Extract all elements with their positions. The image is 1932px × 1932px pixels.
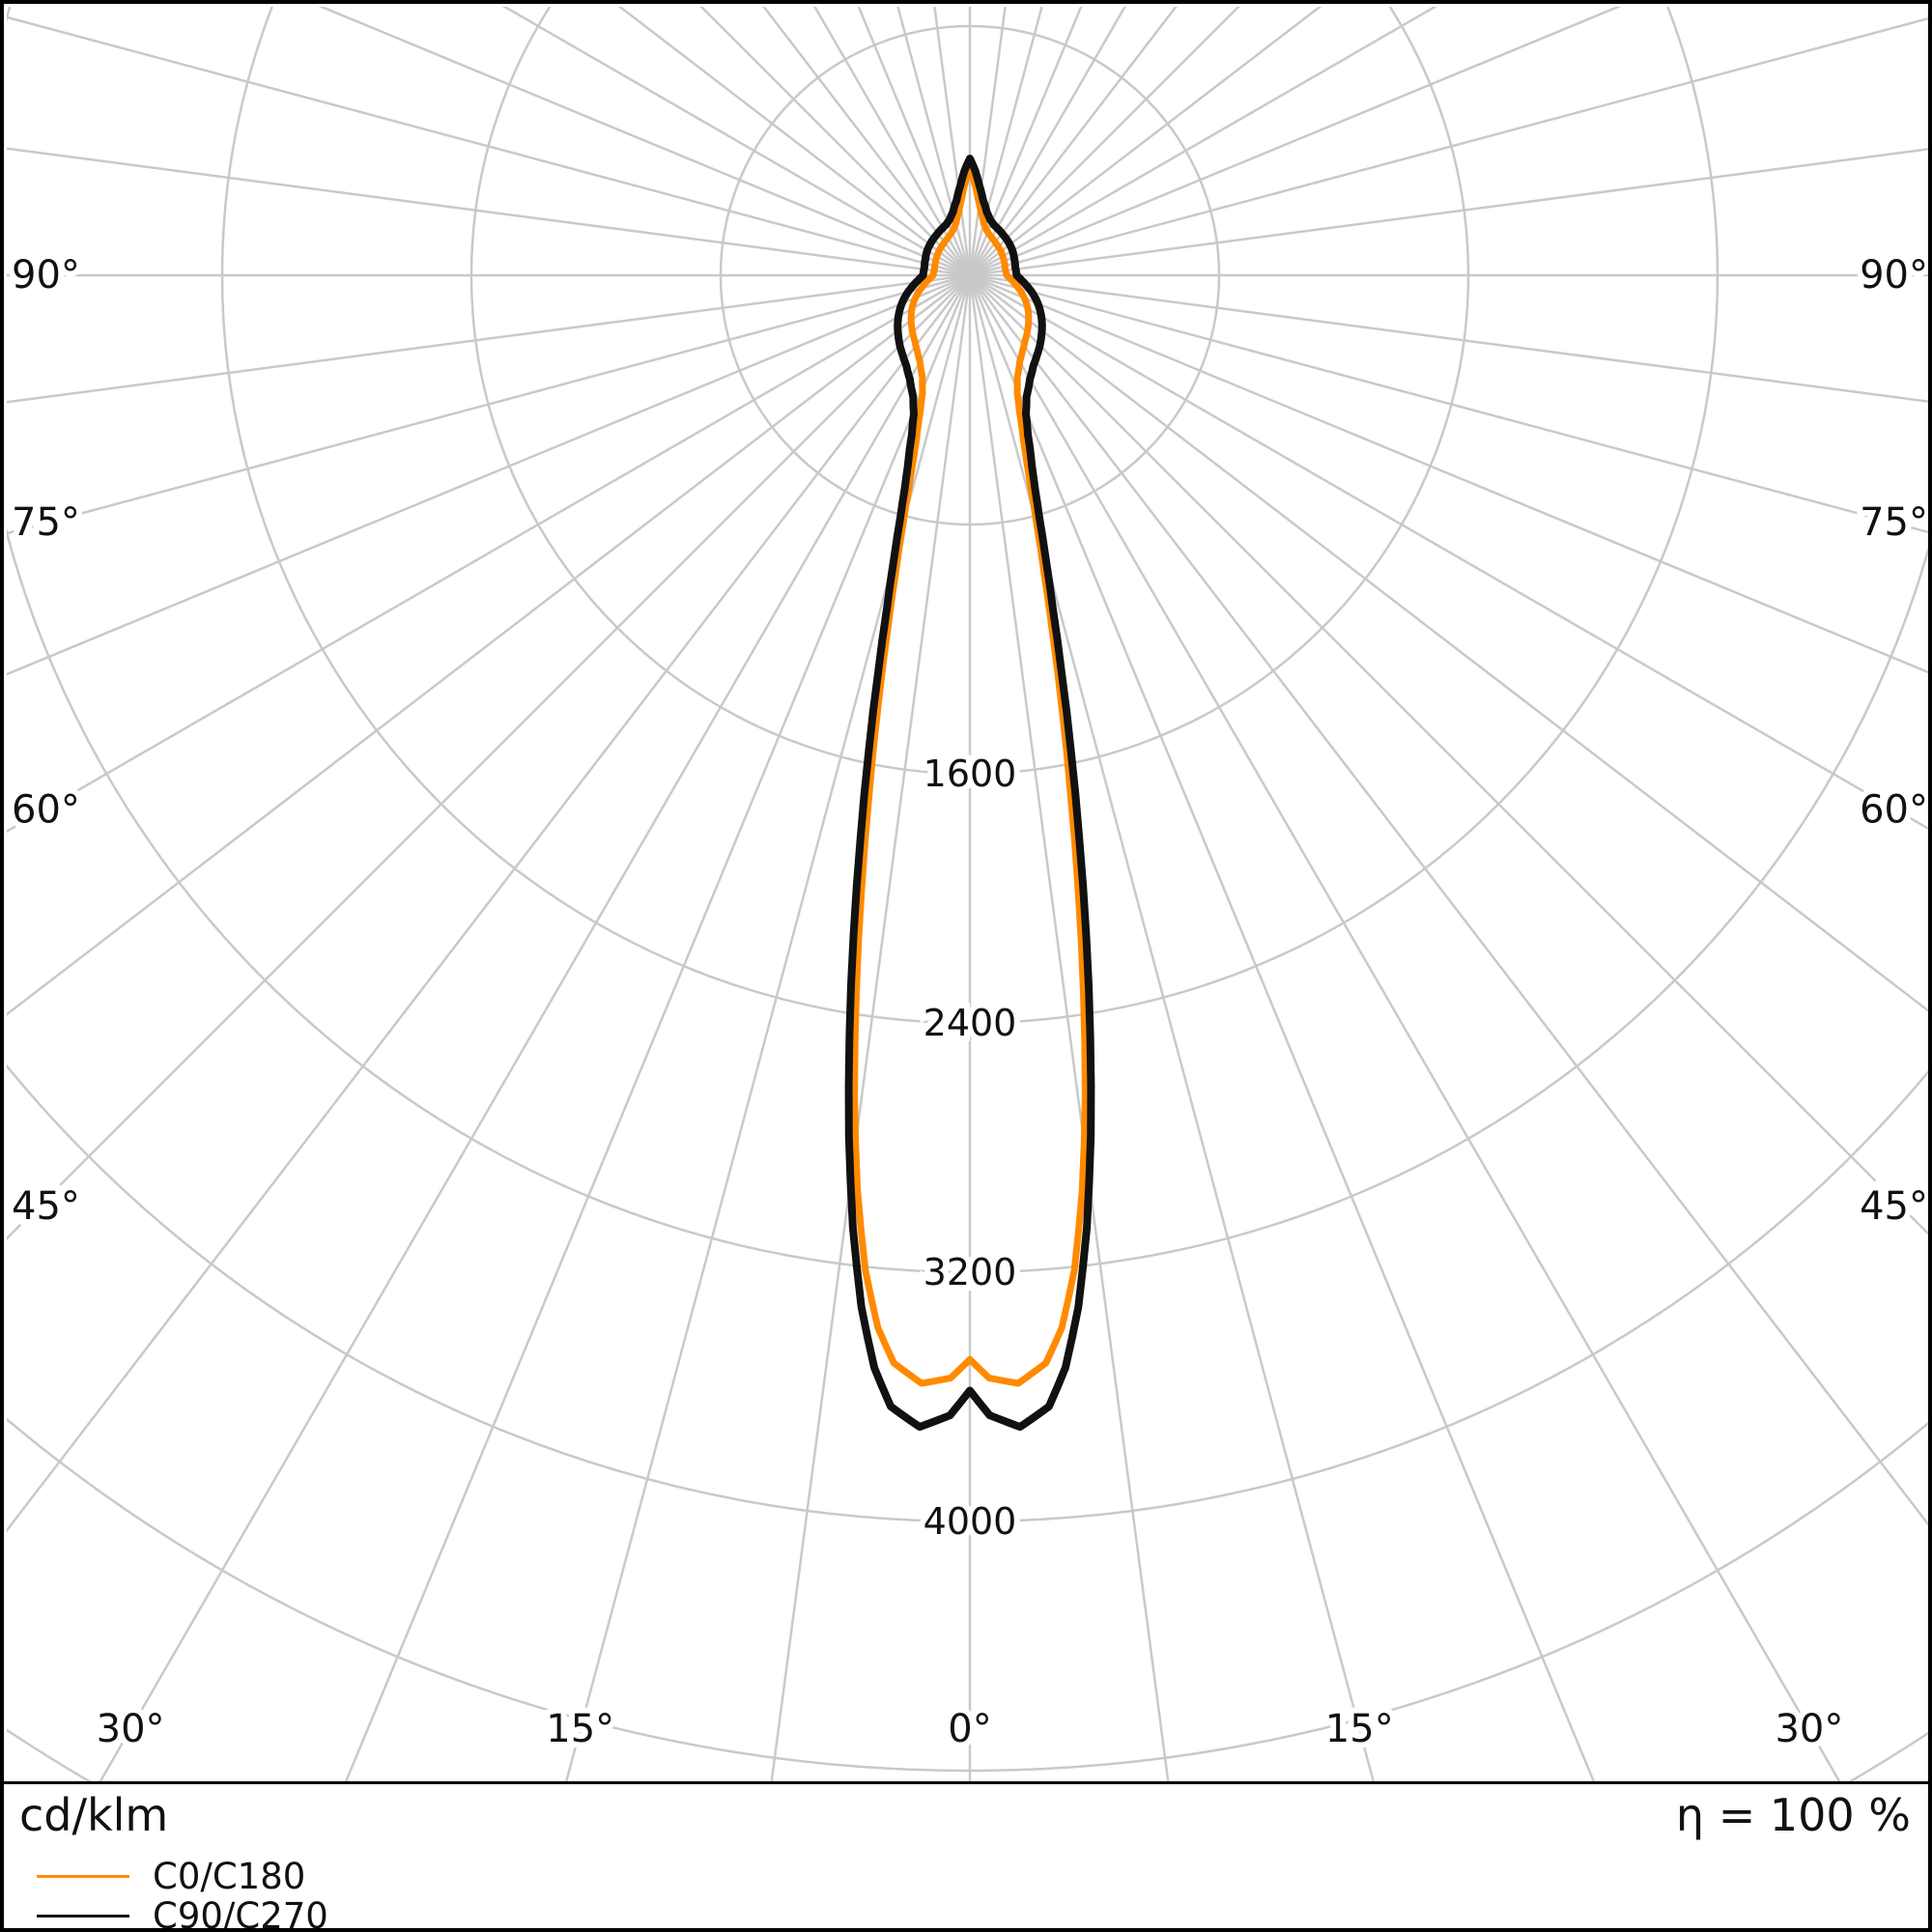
angle-gridline [344,274,972,1781]
angle-gridline [968,7,1043,276]
angle-gridline [968,274,1841,1781]
angle-gridline [7,273,971,834]
angle-gridline [7,274,971,1240]
angle-gridline [969,7,1322,276]
legend-label: C0/C180 [153,1856,306,1897]
angle-gridline [7,15,971,277]
angle-gridline [564,274,972,1781]
angle-gridline [968,274,1596,1781]
polar-chart: 1600 2400 3200 4000 90° 90° 75° 75° 60° 60° 45° 45°… [6,7,1928,1781]
angle-label-bottom: 30° [1775,1707,1843,1751]
angle-gridline [969,273,1928,534]
angle-label-bottom: 30° [97,1707,165,1751]
angle-gridline [969,274,1928,1236]
angle-gridline [7,274,971,1016]
legend: C0/C180 C90/C270 [37,1856,328,1932]
angle-gridline [969,273,1928,831]
angle-gridline [699,7,971,276]
angle-gridline [857,7,972,276]
angle-gridline [99,274,972,1781]
angle-label-left: 90° [12,253,80,298]
angle-label-right: 45° [1860,1184,1928,1229]
angle-gridline [969,273,1928,674]
angle-gridline [969,273,1928,403]
angle-gridline [770,274,972,1781]
legend-item: C0/C180 [37,1856,328,1897]
angle-gridline [969,274,1928,1526]
angle-gridline [7,274,971,1533]
angle-gridline [969,7,1438,277]
angle-gridline [813,7,972,276]
angle-gridline [7,273,971,404]
angle-gridline [7,273,971,535]
legend-item: C90/C270 [37,1895,328,1932]
curve-c90-c270 [844,155,1095,1432]
angle-gridline [968,274,1376,1781]
angle-gridline [969,7,1622,277]
legend-line-swatch [37,1915,129,1918]
footer-separator [4,1781,1928,1784]
angle-label-left: 45° [12,1184,80,1229]
angle-gridline [7,273,971,676]
radial-tick-label: 1600 [923,753,1017,795]
angle-gridline [968,7,1083,276]
angle-gridline [896,7,972,276]
legend-label: C90/C270 [153,1895,328,1932]
angle-label-left: 75° [12,500,80,545]
angle-gridline [969,274,1928,1012]
angle-gridline [969,7,1178,276]
angle-gridline [969,16,1928,277]
angle-label-bottom: 15° [1325,1707,1394,1751]
angle-gridline [318,7,971,277]
angle-label-right: 90° [1860,253,1928,298]
angle-label-left: 60° [12,787,80,832]
angle-gridline [969,7,1240,276]
polar-grid [7,7,1928,1781]
angle-label-right: 75° [1860,500,1928,545]
radial-tick-label: 4000 [923,1500,1017,1543]
radial-tick-label: 2400 [923,1002,1017,1044]
label-layer: 1600 2400 3200 4000 90° 90° 75° 75° 60° 60° 45° 45°… [6,247,1928,1757]
radial-tick-label: 3200 [923,1251,1017,1293]
curve-c0-c180 [851,164,1089,1387]
efficiency-label: η = 100 % [1675,1789,1911,1841]
unit-label: cd/klm [19,1789,169,1841]
angle-gridline [969,148,1928,277]
angle-gridline [968,7,1126,276]
angle-label-bottom: 0° [948,1707,991,1751]
angle-gridline [617,7,971,276]
angle-gridline [968,274,1170,1781]
angle-gridline [7,147,971,277]
angle-gridline [501,7,971,277]
series-layer [844,155,1095,1432]
legend-line-swatch [37,1875,129,1878]
radial-gridline [7,7,1928,1273]
angle-label-right: 60° [1860,787,1928,832]
angle-label-bottom: 15° [546,1707,614,1751]
angle-gridline [762,7,971,276]
